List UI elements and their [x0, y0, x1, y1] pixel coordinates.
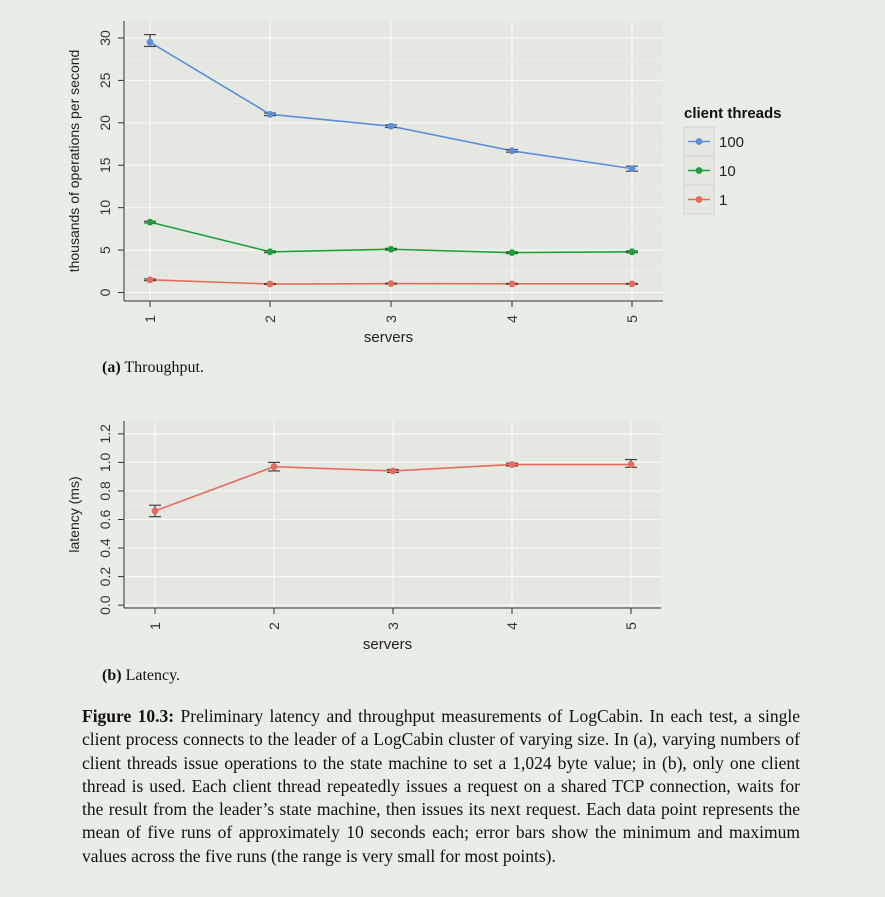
latency-y-tick-label: 1.2 [97, 424, 113, 444]
caption-text: Preliminary latency and throughput measu… [82, 706, 800, 866]
throughput-data-point [628, 280, 636, 288]
throughput-data-point [628, 165, 636, 173]
subcaption-a-text: Throughput. [120, 359, 204, 376]
throughput-y-tick-label: 20 [97, 115, 113, 131]
throughput-y-tick-label: 0 [97, 288, 113, 296]
throughput-data-point [387, 122, 395, 130]
throughput-y-tick-label: 30 [97, 30, 113, 46]
latency-series-0 [149, 458, 637, 518]
throughput-data-point [387, 245, 395, 253]
latency-x-tick-label: 1 [147, 622, 163, 630]
throughput-y-tick-label: 25 [97, 72, 113, 88]
throughput-series-100 [144, 33, 638, 173]
throughput-y-tick-label: 15 [97, 157, 113, 173]
throughput-y-tick-label: 5 [97, 246, 113, 254]
throughput-y-axis-label: thousands of operations per second [66, 50, 82, 273]
latency-data-point [508, 461, 516, 468]
legend-key-point [695, 167, 703, 174]
throughput-data-point [266, 248, 274, 256]
latency-y-tick-label: 0.4 [97, 538, 113, 558]
latency-x-tick-label: 5 [623, 622, 639, 630]
throughput-data-point [146, 38, 154, 46]
throughput-x-tick-label: 2 [262, 315, 278, 323]
latency-data-point [151, 507, 159, 515]
latency-data-point [627, 461, 635, 468]
subcaption-a-label: (a) [102, 359, 121, 376]
throughput-data-point [146, 276, 154, 284]
throughput-data-point [387, 280, 395, 288]
latency-y-axis-label: latency (ms) [66, 476, 82, 552]
throughput-data-point [508, 147, 516, 155]
latency-chart: 0.0 0.2 0.4 0.6 0.8 1.0 1.2 1 2 3 4 5 servers latency… [66, 421, 661, 653]
subcaption-b: (b) Latency. [102, 667, 180, 685]
throughput-x-tick-label: 1 [142, 315, 158, 323]
latency-x-tick-label: 3 [385, 622, 401, 630]
throughput-x-tick-label: 3 [383, 315, 399, 323]
throughput-data-point [628, 248, 636, 256]
throughput-data-point [508, 249, 516, 257]
subcaption-b-text: Latency. [121, 667, 181, 684]
throughput-data-point [508, 280, 516, 288]
throughput-plot-background [124, 21, 663, 301]
latency-x-axis-label: servers [363, 636, 412, 653]
legend-entry-label: 100 [719, 134, 744, 151]
latency-y-tick-label: 0.0 [97, 595, 113, 615]
figure-caption: Figure 10.3: Preliminary latency and thr… [82, 705, 800, 868]
throughput-data-point [146, 218, 154, 226]
caption-label: Figure 10.3: [82, 706, 175, 726]
latency-y-tick-label: 0.8 [97, 481, 113, 501]
throughput-data-point [266, 110, 274, 118]
latency-y-tick-label: 0.6 [97, 510, 113, 530]
latency-y-tick-label: 0.2 [97, 567, 113, 587]
throughput-x-axis-label: servers [364, 329, 413, 346]
throughput-x-tick-label: 5 [624, 315, 640, 323]
throughput-chart: 0 5 10 15 20 25 30 1 2 3 4 5 servers thousands of ope… [66, 21, 782, 346]
throughput-legend: client threads 100 10 1 [683, 105, 782, 215]
latency-data-point [270, 463, 278, 471]
legend-key-point [695, 196, 703, 203]
latency-data-point [389, 467, 397, 475]
throughput-x-tick-label: 4 [504, 315, 520, 323]
throughput-series-1 [144, 276, 638, 288]
legend-key-point [695, 138, 703, 145]
legend-title: client threads [684, 105, 782, 122]
legend-entry-label: 1 [719, 192, 727, 209]
latency-x-tick-label: 2 [266, 622, 282, 630]
legend-entry-label: 10 [719, 163, 736, 180]
subcaption-b-label: (b) [102, 667, 122, 684]
latency-y-tick-label: 1.0 [97, 452, 113, 472]
subcaption-a: (a) Throughput. [102, 359, 204, 377]
throughput-series-10 [144, 218, 638, 257]
throughput-y-tick-label: 10 [97, 200, 113, 216]
latency-x-tick-label: 4 [504, 622, 520, 630]
throughput-data-point [266, 280, 274, 288]
